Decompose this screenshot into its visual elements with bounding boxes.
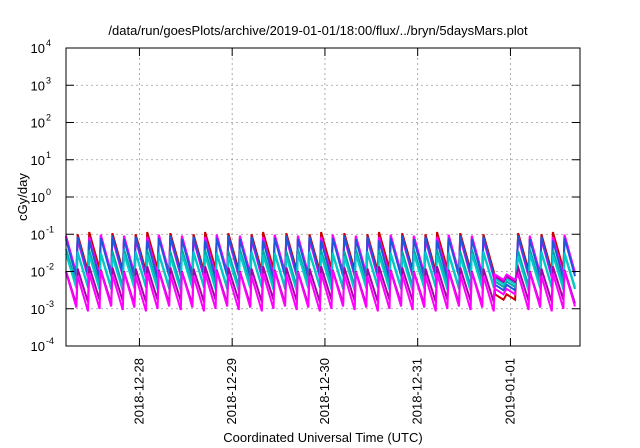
x-tick-label: 2019-01-01: [502, 358, 517, 425]
y-tick-label: 10: [31, 153, 45, 168]
y-tick-exponent: -3: [46, 299, 54, 309]
y-tick-exponent: 0: [46, 187, 51, 197]
y-tick-label: 10: [31, 41, 45, 56]
x-tick-label: 2018-12-31: [410, 358, 425, 425]
y-tick-label: 10: [31, 116, 45, 131]
y-tick-label: 10: [31, 227, 45, 242]
y-tick-label: 10: [31, 78, 45, 93]
y-tick-label: 10: [31, 190, 45, 205]
x-axis-label: Coordinated Universal Time (UTC): [223, 430, 422, 445]
chart-title: /data/run/goesPlots/archive/2019-01-01/1…: [108, 23, 528, 38]
y-tick-label: 10: [31, 339, 45, 354]
x-tick-label: 2018-12-28: [131, 358, 146, 425]
y-tick-exponent: 3: [46, 75, 51, 85]
series-line: [65, 270, 576, 312]
y-tick-exponent: -4: [46, 336, 54, 346]
x-tick-label: 2018-12-30: [317, 358, 332, 425]
y-tick-exponent: 4: [46, 38, 51, 48]
y-tick-exponent: -1: [46, 224, 54, 234]
x-tick-label: 2018-12-29: [224, 358, 239, 425]
y-tick-exponent: 2: [46, 113, 51, 123]
y-axis-label: cGy/day: [15, 173, 30, 221]
series-group: [65, 231, 576, 312]
y-tick-exponent: 1: [46, 150, 51, 160]
y-tick-exponent: -2: [46, 262, 54, 272]
y-tick-label: 10: [31, 265, 45, 280]
y-tick-label: 10: [31, 302, 45, 317]
